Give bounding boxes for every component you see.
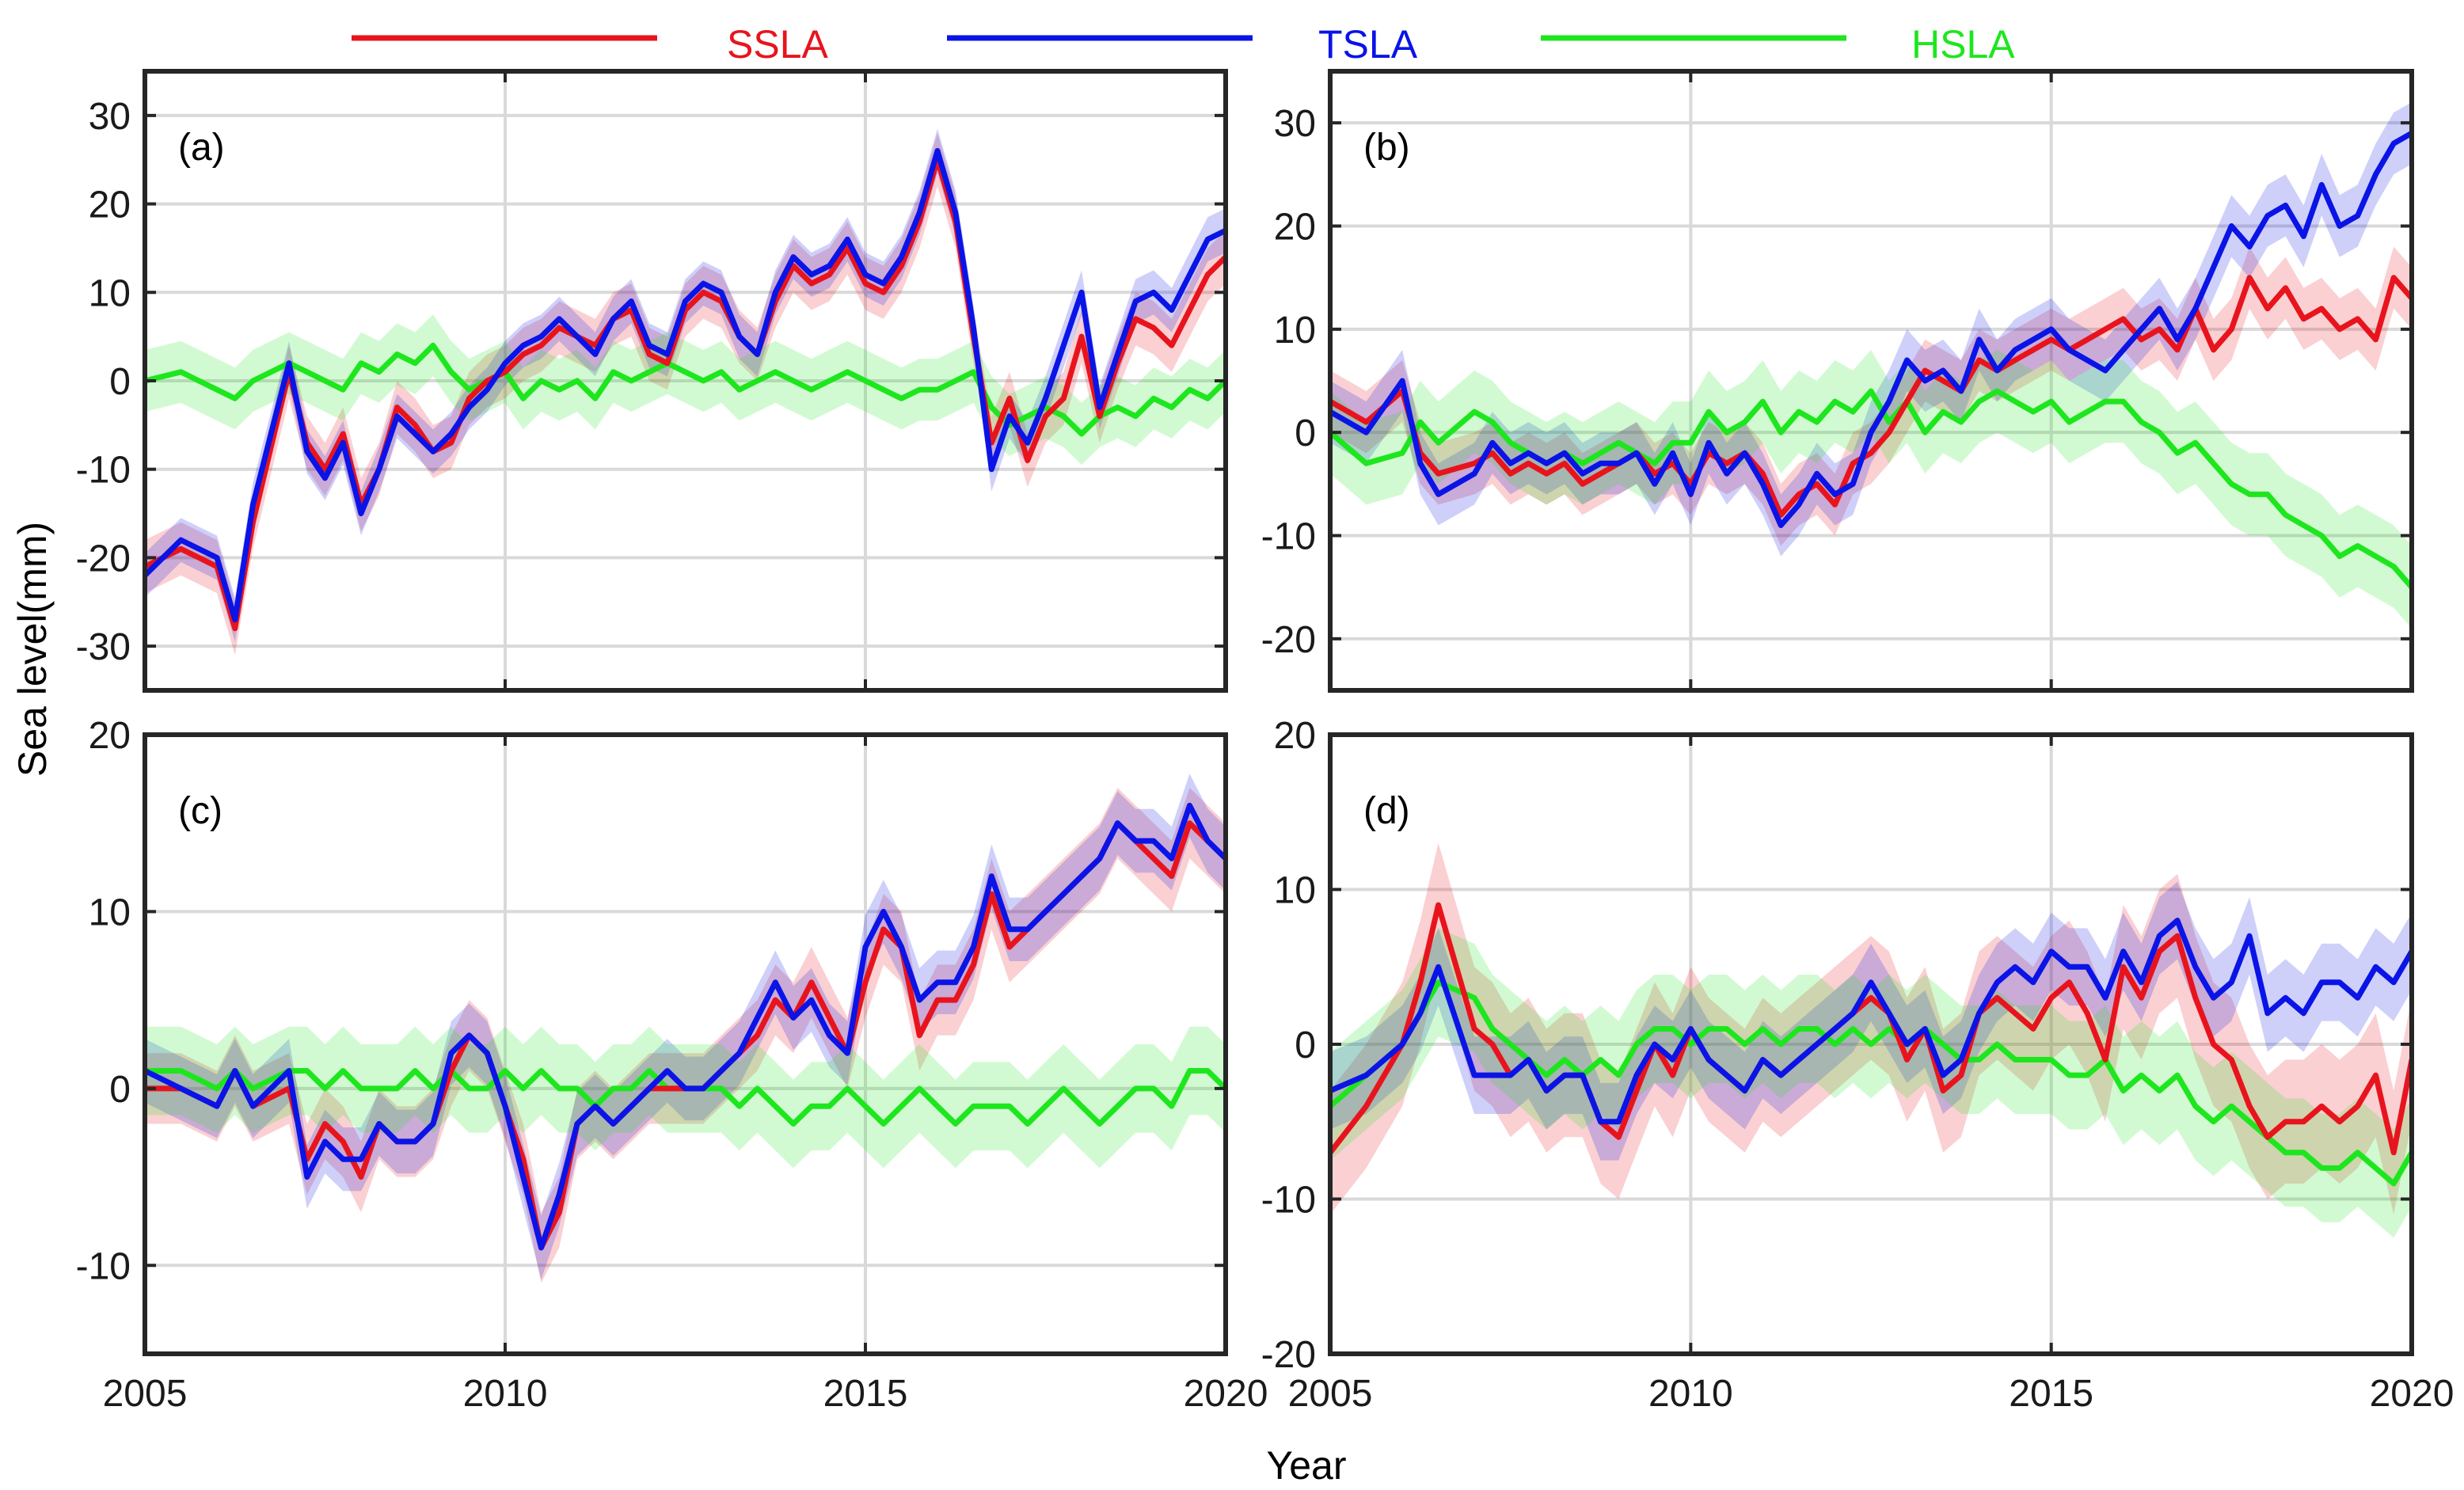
- y-tick-label: 10: [1274, 310, 1316, 352]
- axes-frame: [143, 732, 1228, 1356]
- series-line-hsla: [145, 342, 1226, 437]
- panel-label: (b): [1363, 127, 1410, 169]
- series-line-ssla: [1330, 275, 2412, 518]
- band-ssla: [145, 788, 1226, 1283]
- y-tick-label: 10: [89, 272, 131, 314]
- band-tsla: [1330, 881, 2412, 1161]
- x-axis-label: Year: [1266, 1443, 1346, 1488]
- series-line-hsla: [145, 1068, 1226, 1127]
- legend-label-tsla: TSLA: [1318, 22, 1418, 67]
- y-tick-label: -20: [1261, 1334, 1316, 1376]
- y-tick-label: 0: [1295, 412, 1316, 454]
- band-tsla: [145, 774, 1226, 1280]
- series-line-tsla: [1330, 131, 2412, 528]
- series-layer: [145, 128, 1226, 656]
- series-layer: [1330, 842, 2412, 1238]
- y-tick-label: 0: [109, 361, 131, 403]
- y-tick-label: -30: [76, 626, 131, 668]
- series-line-tsla: [145, 148, 1226, 623]
- y-tick-label: -10: [1261, 1180, 1316, 1222]
- y-tick-label: 30: [89, 96, 131, 138]
- y-tick-label: 0: [1295, 1024, 1316, 1066]
- band-ssla: [145, 133, 1226, 656]
- x-tick-label: 2015: [823, 1373, 908, 1415]
- y-tick-label: 10: [89, 891, 131, 933]
- panel-label: (d): [1363, 790, 1410, 832]
- panel-a: -30 -20 -10 0 10 20 30 (a): [76, 69, 1228, 693]
- panel-d: -20 -10 0 10 20 2005 2010 2015 2020 (d): [1261, 715, 2454, 1415]
- y-tick-label: -10: [76, 1245, 131, 1287]
- x-tick-label: 2010: [1648, 1373, 1733, 1415]
- legend-label-ssla: SSLA: [727, 22, 829, 67]
- y-tick-label: 10: [1274, 870, 1316, 912]
- x-tick-label: 2020: [2370, 1373, 2454, 1415]
- y-axis-label: Sea level(mm): [10, 522, 55, 777]
- x-tick-label: 2020: [1184, 1373, 1268, 1415]
- y-tick-label: -10: [1261, 516, 1316, 558]
- plot-area: [1330, 71, 2412, 690]
- band-tsla: [1330, 102, 2412, 557]
- band-hsla: [1330, 928, 2412, 1238]
- y-tick-label: 20: [89, 184, 131, 226]
- y-tick-label: 20: [1274, 207, 1316, 249]
- x-tick-label: 2010: [463, 1373, 548, 1415]
- panel-label: (c): [178, 790, 222, 832]
- axes-frame: [1328, 69, 2414, 693]
- x-tick-label: 2015: [2009, 1373, 2093, 1415]
- x-tick-label: 2005: [1288, 1373, 1373, 1415]
- series-line-tsla: [1330, 918, 2412, 1125]
- band-hsla: [145, 1026, 1226, 1169]
- y-tick-label: -20: [76, 538, 131, 580]
- series-layer: [145, 774, 1226, 1283]
- y-tick-label: 0: [109, 1069, 131, 1111]
- plot-area: [145, 735, 1226, 1354]
- x-tick-label: 2005: [103, 1373, 188, 1415]
- y-tick-label: 20: [1274, 715, 1316, 757]
- band-hsla: [145, 314, 1226, 466]
- panel-c: -10 0 10 20 2005 2010 2015 2020 (c): [76, 715, 1268, 1415]
- series-line-tsla: [145, 802, 1226, 1251]
- legend: SSLA TSLA HSLA: [352, 22, 2015, 67]
- y-tick-label: 30: [1274, 103, 1316, 145]
- legend-label-hsla: HSLA: [1911, 22, 2015, 67]
- y-tick-label: 20: [89, 715, 131, 757]
- panel-label: (a): [178, 127, 225, 169]
- series-layer: [1330, 102, 2412, 629]
- y-tick-label: -10: [76, 450, 131, 492]
- panel-b: -20 -10 0 10 20 30 (b): [1261, 69, 2414, 693]
- y-tick-label: -20: [1261, 619, 1316, 661]
